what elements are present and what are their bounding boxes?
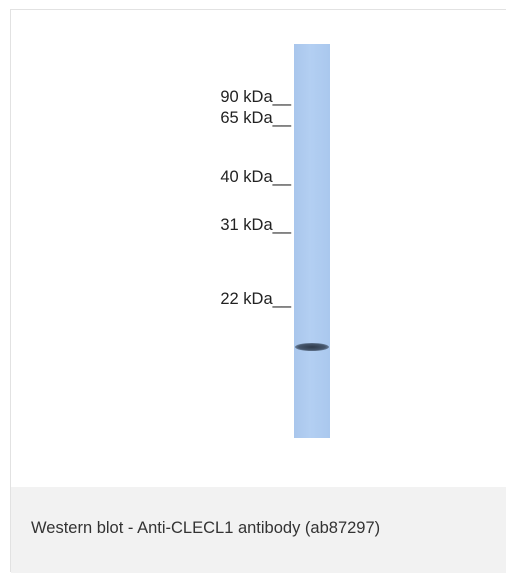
marker-40kda: 40 kDa__ [220, 168, 291, 186]
protein-band [295, 343, 329, 351]
marker-65kda: 65 kDa__ [220, 109, 291, 127]
western-blot-image: 90 kDa__ 65 kDa__ 40 kDa__ 31 kDa__ 22 k… [11, 10, 506, 487]
marker-31kda: 31 kDa__ [220, 216, 291, 234]
marker-22kda: 22 kDa__ [220, 290, 291, 308]
blot-lane [294, 44, 330, 438]
figure-card: 90 kDa__ 65 kDa__ 40 kDa__ 31 kDa__ 22 k… [10, 9, 506, 573]
marker-90kda: 90 kDa__ [220, 88, 291, 106]
figure-caption: Western blot - Anti-CLECL1 antibody (ab8… [31, 519, 381, 537]
caption-area: Western blot - Anti-CLECL1 antibody (ab8… [11, 487, 506, 573]
